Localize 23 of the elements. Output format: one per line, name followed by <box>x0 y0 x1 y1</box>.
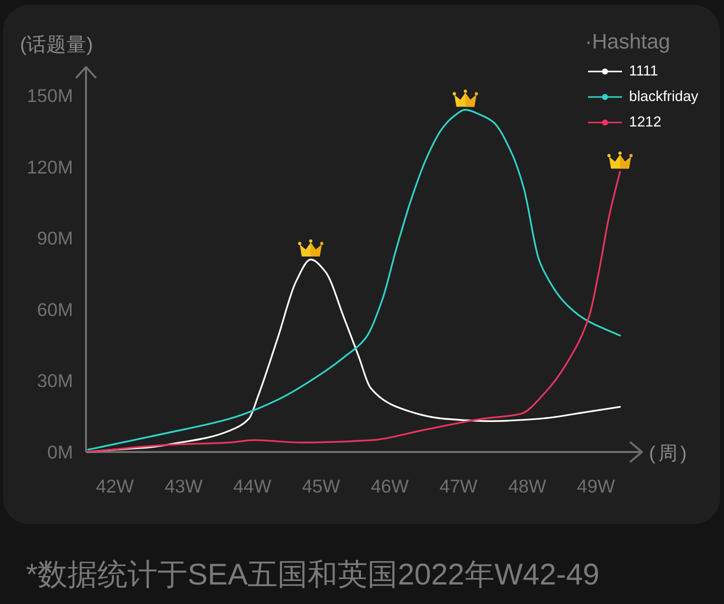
x-tick-label: 44W <box>233 476 272 496</box>
y-tick-label: 0M <box>47 442 73 462</box>
x-tick-label: 48W <box>508 476 547 496</box>
x-tick-label: 43W <box>164 476 204 496</box>
y-tick-label: 30M <box>37 370 73 392</box>
y-axis-title: (话题量) <box>20 34 93 56</box>
legend-label: 1212 <box>629 114 662 130</box>
x-axis-title: (周) <box>649 444 690 464</box>
legend-label: 1111 <box>629 64 658 80</box>
x-tick-label: 45W <box>302 476 341 496</box>
y-tick-label: 90M <box>37 228 73 249</box>
x-tick-label: 42W <box>96 476 134 496</box>
legend-title: ·Hashtag <box>585 30 670 54</box>
text: *数据统计于SEA五国和英国2022年W42-49 <box>26 558 600 592</box>
y-tick-label: 60M <box>37 298 73 320</box>
line-series <box>87 170 621 453</box>
legend-label: blackfriday <box>629 89 700 105</box>
x-tick-label: 49W <box>576 476 616 496</box>
x-tick-label: 46W <box>370 476 410 496</box>
y-tick-label: 120M <box>26 156 73 178</box>
x-tick-label: 47W <box>439 476 478 496</box>
y-tick-label: 150M <box>26 85 73 106</box>
line-series <box>87 108 621 450</box>
